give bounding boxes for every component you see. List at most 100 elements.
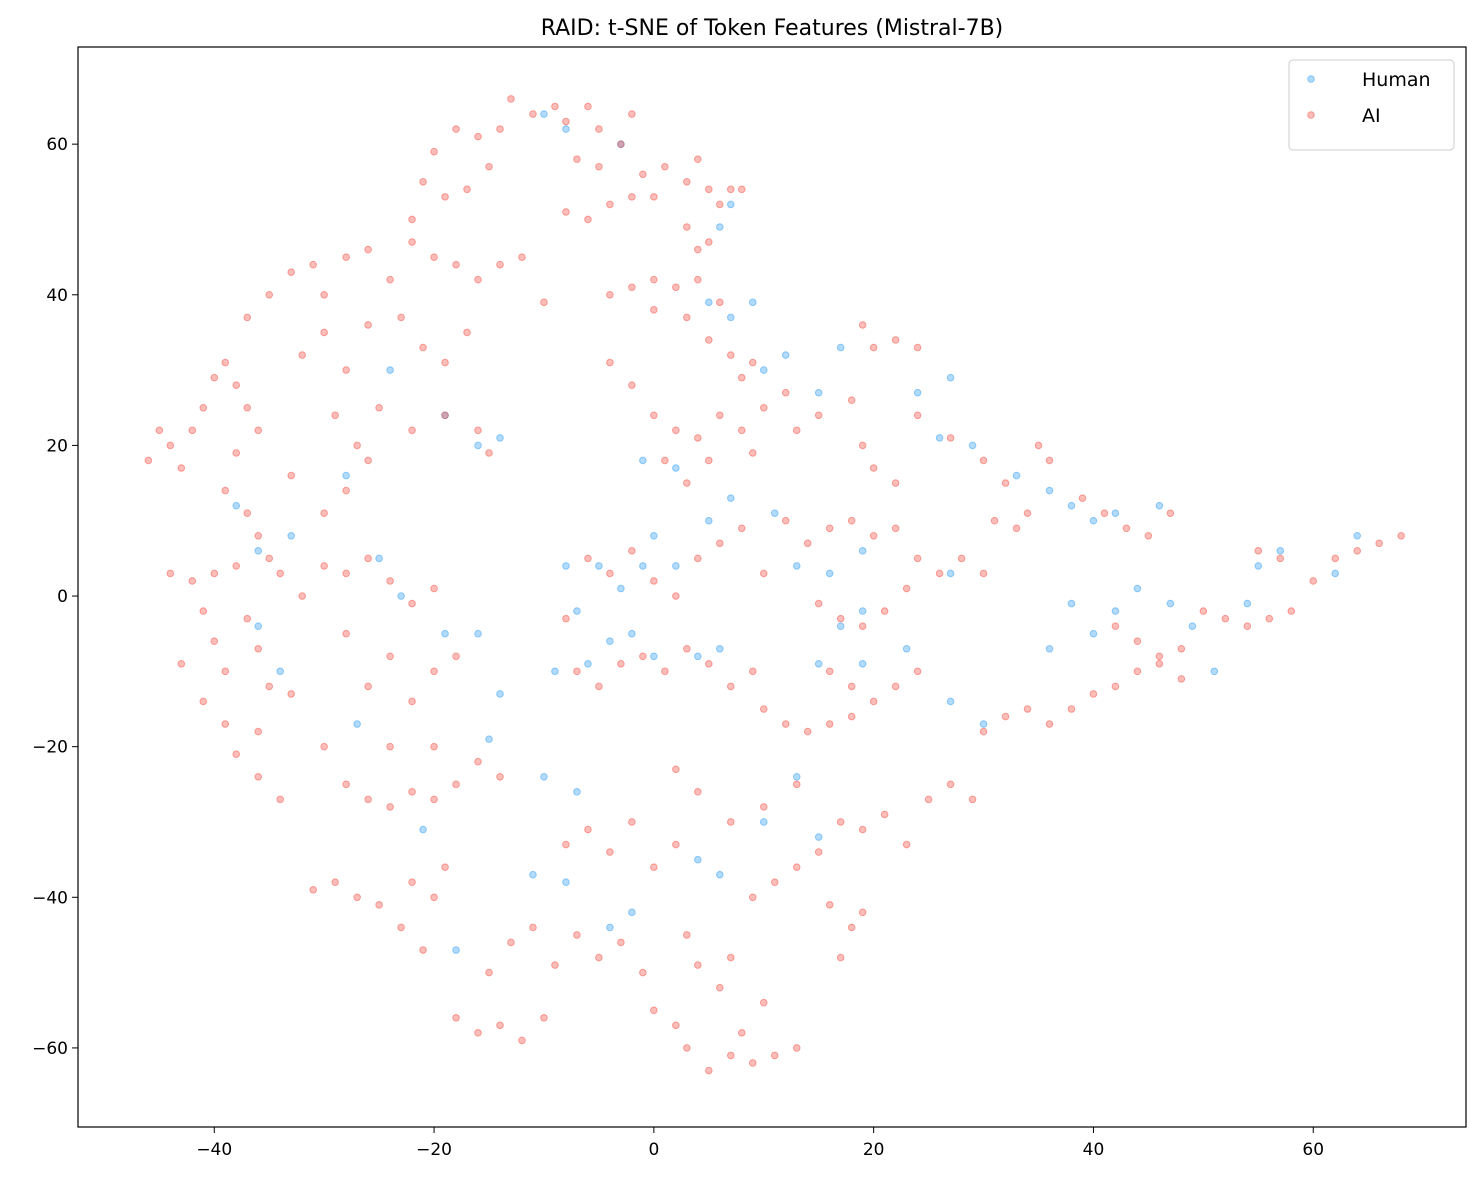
point — [792, 780, 801, 789]
point — [694, 275, 702, 284]
point — [672, 765, 680, 774]
x-tick-label: 0 — [648, 1140, 659, 1160]
point — [1144, 531, 1153, 540]
point — [1067, 705, 1076, 713]
point — [1111, 509, 1120, 517]
point — [705, 516, 713, 525]
point — [869, 464, 878, 472]
point — [221, 358, 230, 367]
point — [1078, 494, 1087, 502]
point — [584, 102, 592, 111]
point — [408, 599, 416, 608]
point — [770, 509, 779, 517]
point — [320, 742, 328, 751]
point — [814, 833, 823, 841]
point — [661, 667, 669, 676]
point — [540, 110, 548, 118]
point — [331, 411, 339, 420]
point — [748, 358, 757, 367]
point — [507, 95, 515, 103]
point — [232, 750, 241, 758]
point — [847, 923, 856, 932]
point — [891, 336, 900, 344]
point — [221, 486, 230, 495]
point — [650, 193, 658, 201]
point — [1210, 667, 1219, 676]
point — [1001, 479, 1010, 487]
point — [946, 434, 955, 442]
point — [957, 554, 966, 563]
point — [913, 411, 922, 420]
point — [1375, 539, 1383, 548]
point — [1045, 456, 1054, 465]
point — [463, 328, 471, 337]
point — [639, 170, 647, 179]
point — [1067, 501, 1076, 510]
point — [1243, 622, 1252, 630]
point — [639, 968, 647, 977]
point — [221, 720, 230, 728]
point — [913, 388, 922, 397]
point — [705, 336, 713, 344]
point — [726, 953, 735, 962]
point — [672, 283, 680, 292]
point — [309, 260, 317, 269]
point — [496, 125, 504, 133]
point — [265, 554, 274, 563]
point — [792, 426, 801, 435]
point — [979, 727, 988, 736]
point — [199, 607, 208, 615]
point — [188, 577, 197, 585]
point — [254, 547, 263, 555]
point — [617, 660, 625, 668]
point — [518, 1036, 526, 1045]
point — [650, 652, 658, 661]
point — [759, 803, 768, 811]
point — [759, 366, 768, 374]
point — [386, 577, 394, 585]
point — [705, 185, 713, 194]
point — [408, 215, 416, 224]
point — [770, 878, 779, 887]
point — [694, 155, 702, 164]
point — [748, 449, 757, 457]
point — [1166, 599, 1175, 608]
point — [606, 923, 614, 932]
point — [737, 426, 746, 435]
point — [683, 223, 691, 231]
point — [1353, 531, 1362, 540]
point — [595, 953, 603, 962]
point — [1133, 584, 1142, 593]
point — [858, 825, 867, 834]
point — [540, 1013, 548, 1022]
point — [287, 268, 296, 276]
point — [177, 464, 186, 472]
point — [759, 818, 768, 826]
legend-label: Human — [1362, 69, 1431, 91]
point — [342, 253, 350, 261]
point — [595, 682, 603, 691]
point — [287, 531, 296, 540]
point — [254, 727, 263, 736]
point — [617, 938, 625, 947]
point — [650, 1006, 658, 1015]
point — [858, 607, 867, 615]
point — [880, 607, 889, 615]
point — [1188, 622, 1197, 630]
point — [683, 1044, 691, 1052]
point — [1111, 622, 1120, 630]
point — [386, 742, 394, 751]
point — [408, 426, 416, 435]
point — [672, 592, 680, 600]
point — [1276, 547, 1285, 555]
point — [891, 479, 900, 487]
point — [1089, 516, 1098, 525]
point — [759, 998, 768, 1007]
point — [419, 178, 427, 186]
point — [573, 931, 581, 939]
point — [430, 893, 438, 902]
point — [397, 592, 405, 600]
point — [496, 1021, 504, 1030]
point — [353, 893, 361, 902]
point — [243, 403, 252, 412]
